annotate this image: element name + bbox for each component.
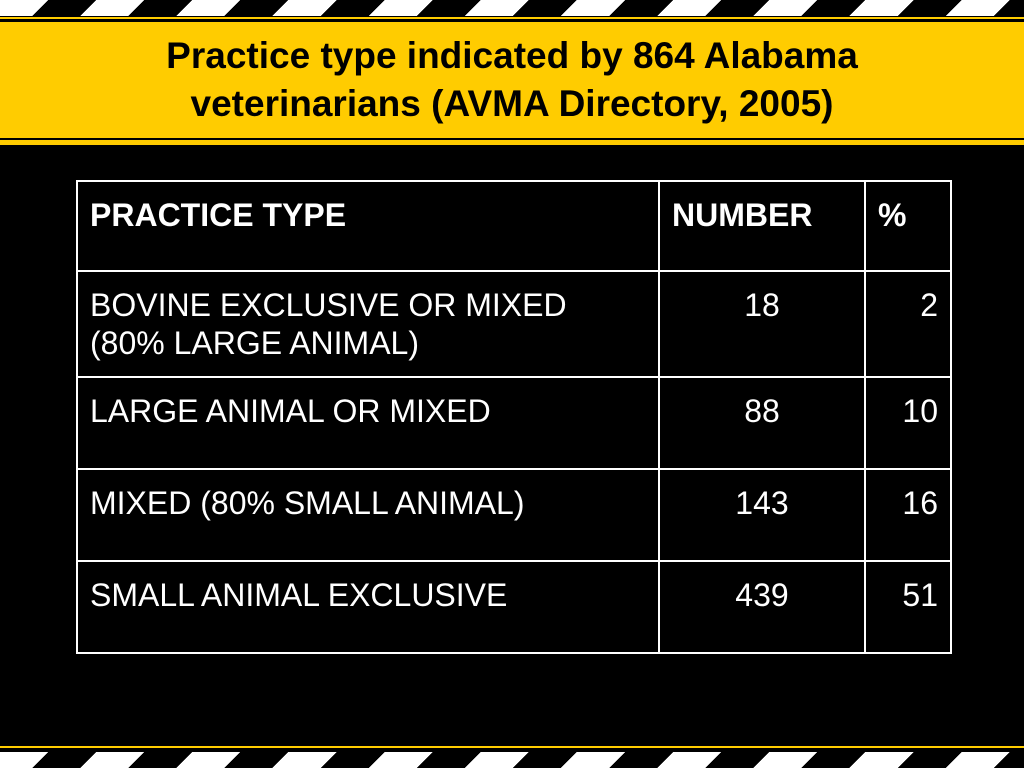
cell-practice-type: LARGE ANIMAL OR MIXED <box>76 376 660 470</box>
top-accent-line <box>0 17 1024 19</box>
cell-practice-type: MIXED (80% SMALL ANIMAL) <box>76 468 660 562</box>
title-rule <box>0 140 1024 145</box>
cell-percent: 2 <box>864 270 952 378</box>
cell-percent: 10 <box>864 376 952 470</box>
header-percent: % <box>864 180 952 272</box>
table-row: MIXED (80% SMALL ANIMAL) 143 16 <box>76 468 952 562</box>
cell-number: 88 <box>658 376 866 470</box>
header-practice-type: PRACTICE TYPE <box>76 180 660 272</box>
cell-number: 439 <box>658 560 866 654</box>
practice-type-table: PRACTICE TYPE NUMBER % BOVINE EXCLUSIVE … <box>76 180 952 654</box>
decorative-stripe-top <box>0 0 1024 16</box>
cell-number: 18 <box>658 270 866 378</box>
header-number: NUMBER <box>658 180 866 272</box>
cell-percent: 16 <box>864 468 952 562</box>
cell-practice-type: SMALL ANIMAL EXCLUSIVE <box>76 560 660 654</box>
slide-title: Practice type indicated by 864 Alabama v… <box>166 35 858 124</box>
table-row: SMALL ANIMAL EXCLUSIVE 439 51 <box>76 560 952 654</box>
cell-number: 143 <box>658 468 866 562</box>
table-row: LARGE ANIMAL OR MIXED 88 10 <box>76 376 952 470</box>
cell-practice-type: BOVINE EXCLUSIVE OR MIXED (80% LARGE ANI… <box>76 270 660 378</box>
bottom-accent-line <box>0 746 1024 748</box>
table-row: BOVINE EXCLUSIVE OR MIXED (80% LARGE ANI… <box>76 270 952 378</box>
cell-percent: 51 <box>864 560 952 654</box>
decorative-stripe-bottom <box>0 752 1024 768</box>
title-banner: Practice type indicated by 864 Alabama v… <box>0 22 1024 138</box>
table-header-row: PRACTICE TYPE NUMBER % <box>76 180 952 272</box>
